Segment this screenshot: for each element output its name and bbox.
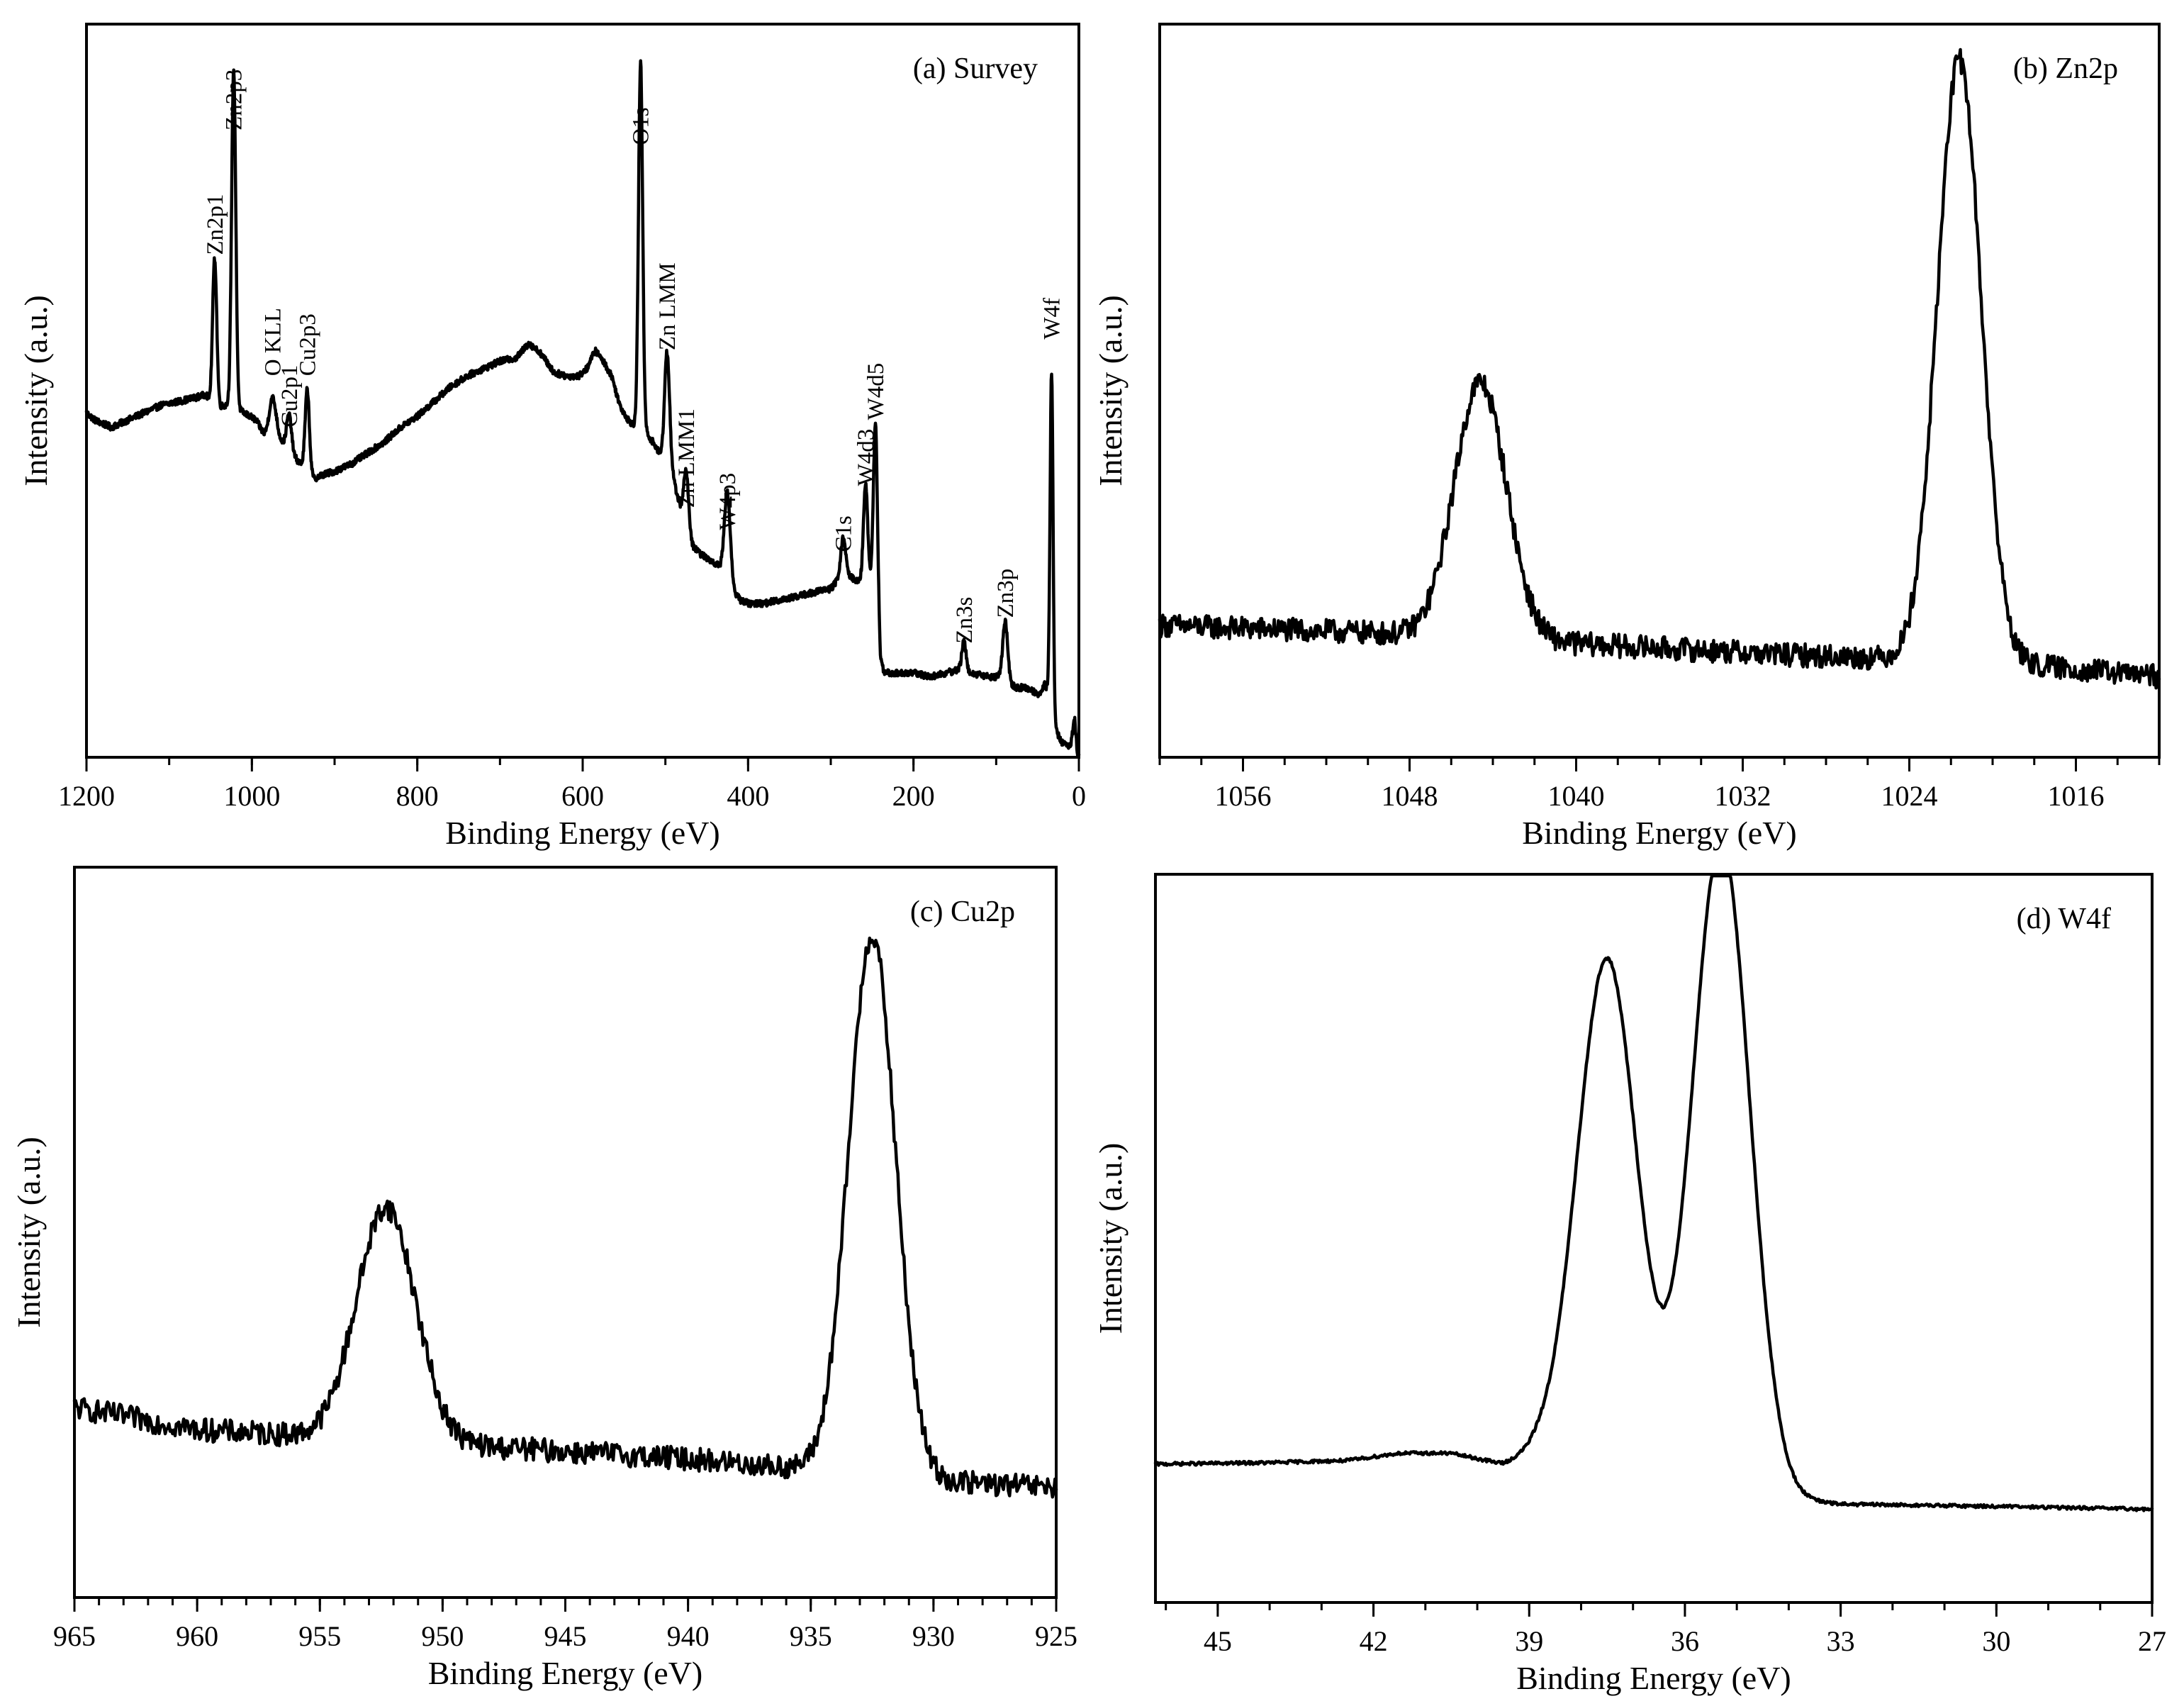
panel-title: (b) Zn2p [2013,52,2118,85]
spectrum-line-b [1158,48,2161,690]
x-tick-label: 200 [892,780,935,812]
peak-label-w4d5: W4d5 [863,363,889,420]
peak-label-zn3p: Zn3p [993,569,1019,618]
plot-frame-c [73,866,1058,1599]
x-tick-label: 42 [1360,1625,1388,1657]
x-axis-title: Binding Energy (eV) [1516,1660,1791,1696]
x-axis-title: Binding Energy (eV) [1522,815,1797,851]
x-tick-label: 940 [667,1620,710,1652]
peak-label-cu2p1: Cu2p1 [277,365,303,428]
peak-label-o1s: O1s [629,107,654,145]
x-tick-label: 30 [1982,1625,2010,1657]
x-tick-label: 1024 [1881,780,1938,812]
x-tick-label: 925 [1035,1620,1077,1652]
x-tick-label: 1032 [1715,780,1771,812]
peak-label-w4p3: W4p3 [715,473,741,530]
peak-label-c1s: C1s [831,515,856,552]
panel-title: (d) W4f [2017,903,2111,935]
spectrum-line-a [84,59,1081,758]
x-tick-label: 39 [1515,1625,1543,1657]
x-tick-label: 955 [298,1620,341,1652]
x-tick-label: 33 [1827,1625,1855,1657]
x-tick-label: 27 [2138,1625,2166,1657]
peak-label-w4f: W4f [1040,298,1065,340]
spectrum-line-c [72,936,1058,1499]
spectrum-line-d [1153,874,2154,1512]
y-axis-title: Intensity (a.u.) [1092,1143,1129,1334]
plot-frame-d [1154,873,2154,1604]
peak-label-zn-lmm: Zn LMM [655,262,681,350]
panel-title: (c) Cu2p [910,896,1015,928]
panel-survey: 1200 1000 800 600 400 200 0 Binding Energy (eV)… [18,23,1086,851]
panel-cu2p: 965 960 955 950 945 940 935 930 925 Binding Energ… [11,866,1077,1691]
peak-label-cu2p3: Cu2p3 [296,313,321,376]
peak-label-zn3s: Zn3s [952,597,978,644]
peak-label-o-kll: O KLL [261,308,286,376]
x-tick-label: 1056 [1215,780,1272,812]
x-axis-title: Binding Energy (eV) [445,815,720,851]
x-tick-label: 965 [53,1620,96,1652]
x-tick-label: 800 [396,780,439,812]
y-axis-title: Intensity (a.u.) [11,1137,47,1328]
panel-w4f: 45 42 39 36 33 30 27 Binding Energy (eV) Intensi… [1092,873,2166,1696]
x-tick-label: 935 [790,1620,832,1652]
x-tick-label: 400 [727,780,769,812]
x-tick-label: 1040 [1548,780,1605,812]
x-tick-label: 945 [544,1620,587,1652]
peak-label-zn-lmm1: Zn LMM1 [674,408,700,508]
x-tick-label: 1016 [2048,780,2105,812]
x-axis-title: Binding Energy (eV) [428,1655,703,1691]
y-axis-title: Intensity (a.u.) [1092,295,1129,486]
x-tick-label: 600 [561,780,604,812]
panel-title: (a) Survey [913,52,1038,85]
x-tick-label: 1200 [58,780,115,812]
x-tick-label: 1048 [1382,780,1438,812]
x-tick-label: 36 [1671,1625,1699,1657]
x-tick-label: 930 [912,1620,955,1652]
peak-label-zn2p1: Zn2p1 [203,194,228,255]
x-tick-label: 45 [1204,1625,1232,1657]
y-axis-title: Intensity (a.u.) [18,295,54,486]
peak-label-zn2p3: Zn2p3 [222,69,247,130]
panel-zn2p: 1056 1048 1040 1032 1024 1016 Binding Energy (… [1092,23,2161,851]
x-tick-label: 950 [421,1620,464,1652]
x-tick-label: 1000 [223,780,280,812]
peak-label-w4d3: W4d3 [853,429,879,486]
x-tick-label: 960 [176,1620,218,1652]
x-tick-label: 0 [1072,780,1086,812]
